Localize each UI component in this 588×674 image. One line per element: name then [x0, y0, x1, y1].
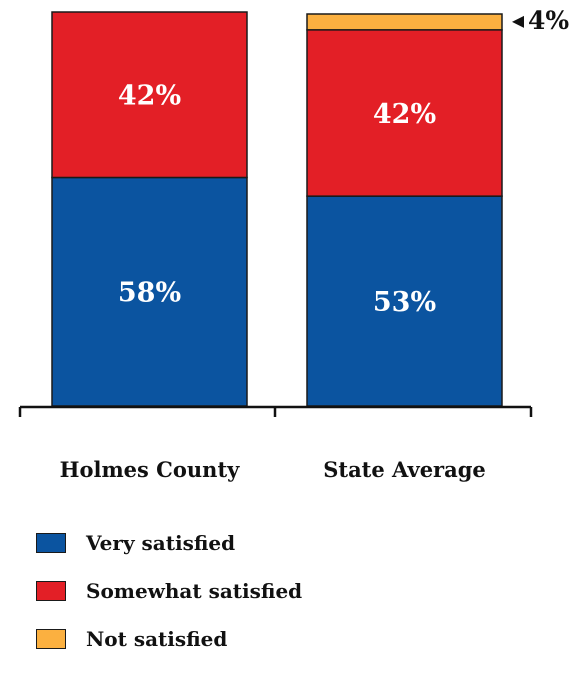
data-label-state-average-very-satisfied: 53% [373, 287, 436, 318]
legend-label-very-satisfied: Very satisfied [86, 530, 236, 555]
legend-swatch-somewhat-satisfied [36, 580, 66, 601]
data-label-holmes-county-somewhat-satisfied: 42% [118, 81, 181, 112]
category-labels-group: Holmes County State Average [60, 457, 486, 482]
bar-segment-state-average-somewhat-satisfied [306, 29, 503, 197]
legend-label-not-satisfied: Not satisfied [86, 626, 228, 651]
category-label-holmes-county: Holmes County [60, 457, 240, 482]
bars-group [51, 11, 503, 407]
stacked-bar-chart: 58%42%53%42% Holmes County State Average … [18, 6, 569, 482]
bar-segment-state-average-not-satisfied [306, 13, 503, 31]
legend: Very satisfied Somewhat satisfied Not sa… [36, 530, 302, 674]
data-label-state-average-somewhat-satisfied: 42% [373, 99, 436, 130]
small-value-callout: 4% [512, 6, 569, 35]
data-labels-group: 58% 42% 53% 42% [118, 81, 436, 318]
data-label-state-average-not-satisfied: 4% [528, 6, 569, 35]
callout-arrow-state-average-not-satisfied [512, 15, 524, 28]
legend-item-very-satisfied: Very satisfied [36, 530, 302, 555]
legend-item-somewhat-satisfied: Somewhat satisfied [36, 578, 302, 603]
x-axis [18, 405, 533, 417]
legend-swatch-very-satisfied [36, 532, 66, 553]
legend-item-not-satisfied: Not satisfied [36, 626, 302, 651]
bar-segment-holmes-county-somewhat-satisfied [51, 11, 248, 179]
data-label-holmes-county-very-satisfied: 58% [118, 278, 181, 309]
bar-segment-holmes-county-very-satisfied [51, 176, 248, 407]
category-label-state-average: State Average [323, 457, 486, 482]
legend-label-somewhat-satisfied: Somewhat satisfied [86, 578, 303, 603]
legend-swatch-not-satisfied [36, 628, 66, 649]
